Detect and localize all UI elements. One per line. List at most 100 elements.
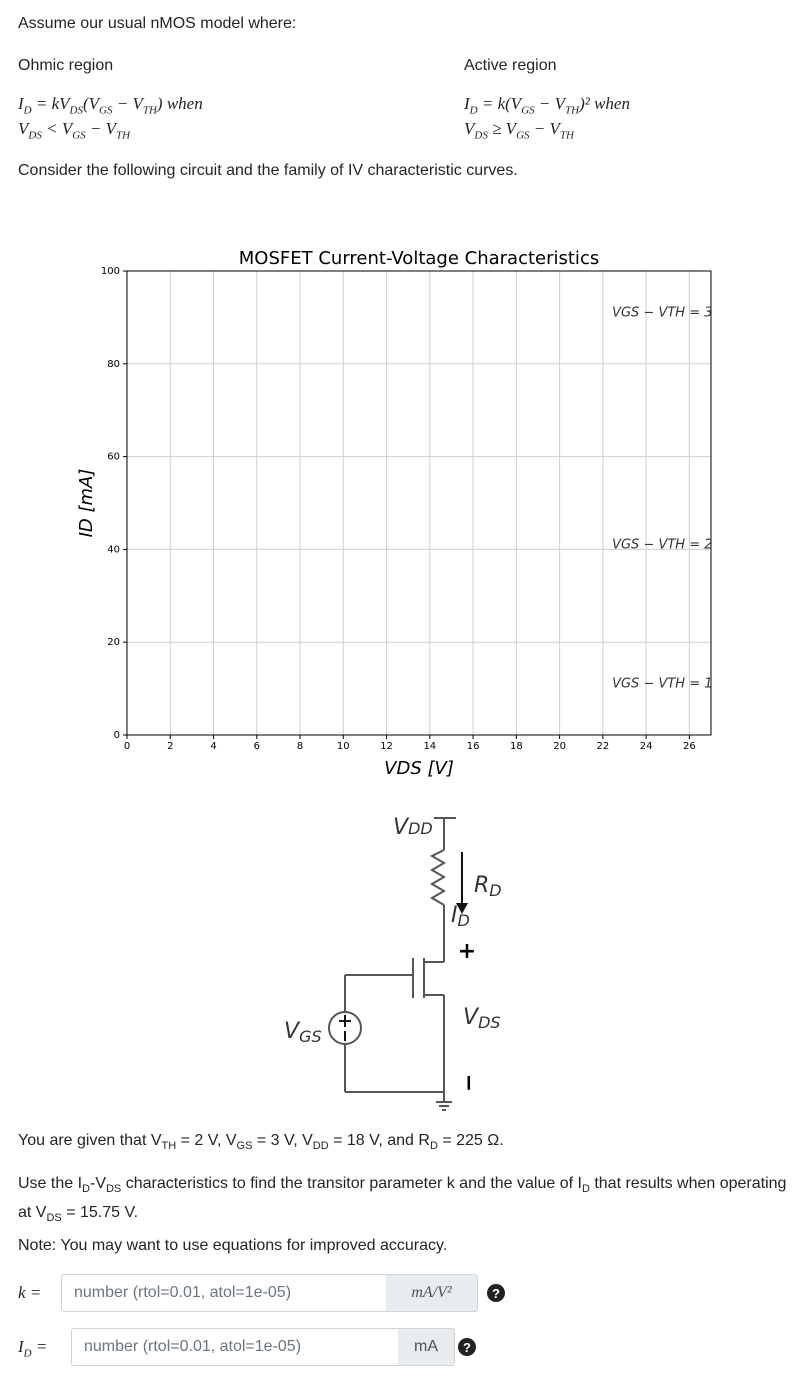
x-tick-label: 10 xyxy=(337,741,350,752)
x-tick-label: 26 xyxy=(683,741,696,752)
text-run: ) when xyxy=(156,94,203,113)
id-label: ID xyxy=(451,903,470,930)
id-help[interactable]: ? xyxy=(458,1338,476,1356)
text-run: = k(V xyxy=(477,94,522,113)
text-run: = kV xyxy=(31,94,70,113)
x-tick-label: 18 xyxy=(510,741,523,752)
id-label: ID = xyxy=(18,1337,47,1359)
subscript: DS xyxy=(46,1212,62,1225)
subscript: DD xyxy=(312,1140,329,1153)
series-label: VGS − VTH = 2 xyxy=(612,537,712,552)
ohmic-title: Ohmic region xyxy=(18,57,114,74)
consider-text: Consider the following circuit and the f… xyxy=(18,162,518,179)
text-run: = 2 V, V xyxy=(176,1132,237,1149)
chart-title: MOSFET Current-Voltage Characteristics xyxy=(239,248,599,269)
rd-label: RD xyxy=(474,873,502,900)
plus-sign: + xyxy=(458,939,476,964)
x-tick-label: 24 xyxy=(640,741,653,752)
y-axis-label: ID [mA] xyxy=(76,469,97,538)
intro: Assume our usual nMOS model where: xyxy=(18,15,297,32)
subscript: D xyxy=(469,104,478,117)
text-run: You are given that V xyxy=(18,1132,162,1149)
id-unit: mA xyxy=(398,1328,455,1366)
vdd-label: VDD xyxy=(393,815,433,840)
k-input[interactable]: number (rtol=0.01, atol=1e-05) xyxy=(61,1274,387,1312)
subscript: DS xyxy=(69,104,83,117)
subscript: GS xyxy=(99,104,113,117)
question-text: Use the ID-VDS characteristics to find t… xyxy=(18,1172,788,1230)
subscript: D xyxy=(581,1183,590,1196)
y-tick-label: 20 xyxy=(107,637,120,648)
subscript: DS xyxy=(28,129,42,142)
subscript: GS xyxy=(236,1140,253,1153)
text-run: = 225 Ω. xyxy=(437,1132,504,1149)
series-label: VGS − VTH = 1 xyxy=(612,677,712,692)
text-run: that results when operating at V xyxy=(18,1175,787,1222)
active-condition: VDS ≥ VGS − VTH xyxy=(464,119,574,141)
text-run: I xyxy=(18,1337,24,1356)
text-run: − V xyxy=(529,119,560,138)
subscript: GS xyxy=(516,129,530,142)
x-tick-label: 0 xyxy=(124,741,130,752)
subscript: DS xyxy=(474,129,488,142)
text-run: Use the I xyxy=(18,1175,83,1192)
active-formula: ID = k(VGS − VTH)² when xyxy=(464,94,630,116)
text-run: -V xyxy=(89,1175,106,1192)
vds-label: VDS xyxy=(463,1005,501,1032)
subscript: DS xyxy=(105,1183,122,1196)
x-tick-label: 20 xyxy=(553,741,566,752)
k-unit: mA/V² xyxy=(386,1274,478,1312)
ohmic-formula: ID = kVDS(VGS − VTH) when xyxy=(18,94,203,116)
text-run: I xyxy=(18,94,24,113)
text-run: < V xyxy=(41,119,73,138)
ohmic-condition: VDS < VGS − VTH xyxy=(18,119,130,141)
chart: 0 2 4 6 8 10 12 14 16 18 20 22 24 26020406080100MOSFE… xyxy=(76,248,713,779)
y-tick-label: 100 xyxy=(101,266,120,277)
text-run: ≥ V xyxy=(487,119,517,138)
text-run: − V xyxy=(85,119,117,138)
x-tick-label: 6 xyxy=(254,741,260,752)
y-tick-label: 0 xyxy=(114,730,120,741)
x-tick-label: 8 xyxy=(297,741,303,752)
x-tick-label: 2 xyxy=(167,741,173,752)
circuit-wires xyxy=(328,817,456,1111)
text-run: = xyxy=(31,1337,48,1356)
circuit: VDD RD ID VDS VGS + − xyxy=(284,815,502,1111)
subscript: TH xyxy=(142,104,157,117)
text-run: (V xyxy=(82,94,100,113)
series-label: VGS − VTH = 3 xyxy=(612,305,712,320)
vgs-label: VGS xyxy=(284,1019,322,1046)
x-tick-label: 22 xyxy=(596,741,609,752)
subscript: GS xyxy=(72,129,86,142)
subscript: D xyxy=(429,1140,438,1153)
text-run: )² when xyxy=(579,94,630,113)
plot-frame xyxy=(126,270,712,736)
x-tick-label: 16 xyxy=(467,741,480,752)
subscript: D xyxy=(23,104,32,117)
given-text: You are given that VTH = 2 V, VGS = 3 V,… xyxy=(18,1132,504,1152)
text-run: I xyxy=(464,94,470,113)
text-run: V xyxy=(464,119,475,138)
k-label: k = xyxy=(18,1283,41,1303)
x-axis-label: VDS [V] xyxy=(384,758,454,779)
source-sign xyxy=(339,1015,351,1041)
y-tick-label: 40 xyxy=(107,544,120,555)
subscript: TH xyxy=(161,1140,177,1153)
subscript: GS xyxy=(521,104,535,117)
id-input[interactable]: number (rtol=0.01, atol=1e-05) xyxy=(71,1328,399,1366)
text-run: − V xyxy=(534,94,565,113)
text-run: = 18 V, and R xyxy=(328,1132,430,1149)
subscript: TH xyxy=(565,104,580,117)
active-title: Active region xyxy=(464,57,557,74)
text-run: V xyxy=(18,119,29,138)
x-tick-label: 14 xyxy=(423,741,436,752)
text-run: characteristics to find the transitor pa… xyxy=(121,1175,582,1192)
x-tick-label: 12 xyxy=(380,741,393,752)
y-tick-label: 60 xyxy=(107,452,120,463)
subscript: D xyxy=(82,1183,90,1196)
note-text: Note: You may want to use equations for … xyxy=(18,1237,448,1254)
text-run: = 15.75 V. xyxy=(61,1204,139,1222)
k-help[interactable]: ? xyxy=(487,1284,505,1302)
subscript: TH xyxy=(116,129,131,142)
subscript: TH xyxy=(559,129,574,142)
